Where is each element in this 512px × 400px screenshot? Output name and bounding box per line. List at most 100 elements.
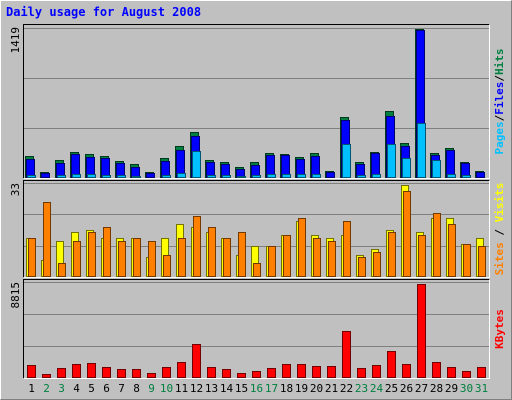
- chart-title: Daily usage for August 2008: [6, 5, 201, 19]
- bar-sites-day-5: [88, 232, 96, 277]
- x-tick-label-day-23: 23: [355, 382, 368, 395]
- bar-pages-day-23: [357, 175, 366, 178]
- bar-kbytes-day-7: [117, 369, 126, 378]
- bar-files-day-1: [26, 159, 35, 178]
- axis-label-part: Hits: [493, 49, 506, 76]
- bar-pages-day-10: [162, 175, 171, 178]
- panel-max-label: 1419: [9, 27, 22, 54]
- x-tick-label-day-4: 4: [73, 382, 80, 395]
- bar-sites-day-13: [208, 227, 216, 277]
- x-tick-label-day-2: 2: [43, 382, 50, 395]
- bar-sites-day-31: [478, 246, 486, 277]
- bar-pages-day-17: [267, 174, 276, 178]
- bar-sites-day-18: [283, 235, 291, 277]
- bar-kbytes-day-23: [357, 368, 366, 378]
- panel-border-shadow: [23, 24, 490, 179]
- x-tick-label-day-21: 21: [325, 382, 338, 395]
- bar-pages-day-19: [297, 174, 306, 178]
- panel-background: [24, 280, 489, 378]
- x-tick-label-day-15: 15: [235, 382, 248, 395]
- bar-pages-day-7: [117, 175, 126, 178]
- bar-kbytes-day-13: [207, 367, 216, 378]
- bar-pages-day-13: [207, 175, 216, 178]
- bar-pages-day-11: [177, 173, 186, 178]
- bar-files-day-9: [146, 173, 155, 178]
- panel-border-shadow: [23, 279, 490, 379]
- bar-kbytes-day-2: [42, 374, 51, 378]
- bar-kbytes-day-6: [102, 367, 111, 378]
- bar-kbytes-day-15: [237, 373, 246, 378]
- x-tick-label-day-26: 26: [400, 382, 413, 395]
- bar-sites-day-17: [268, 246, 276, 277]
- bar-pages-day-8: [132, 176, 141, 178]
- panel-axis-label: Pages/Files/Hits: [493, 49, 506, 155]
- bar-sites-day-10: [163, 255, 171, 277]
- bar-kbytes-day-3: [57, 368, 66, 378]
- bar-sites-day-28: [433, 213, 441, 277]
- bar-sites-day-12: [193, 216, 201, 277]
- bar-kbytes-day-28: [432, 362, 441, 378]
- panel-border-highlight: [23, 180, 490, 278]
- bar-kbytes-day-26: [402, 364, 411, 378]
- x-tick-label-day-18: 18: [280, 382, 293, 395]
- bar-pages-day-5: [87, 174, 96, 178]
- bar-kbytes-day-12: [192, 344, 201, 378]
- panel-border-highlight: [23, 279, 490, 379]
- x-tick-label-day-31: 31: [475, 382, 488, 395]
- x-tick-label-day-12: 12: [190, 382, 203, 395]
- bar-kbytes-day-22: [342, 331, 351, 378]
- bar-kbytes-day-18: [282, 364, 291, 378]
- x-tick-label-day-7: 7: [118, 382, 125, 395]
- bar-pages-day-22: [342, 144, 351, 178]
- axis-label-part: /: [493, 222, 506, 242]
- bar-sites-day-20: [313, 238, 321, 277]
- axis-label-part: Sites: [493, 242, 506, 275]
- x-axis-labels: 1 2 3 4 5 6 7 8 9 10 11 12 13 14 15 16 17 18 19 20 21 22 23 24 2…: [28, 382, 488, 395]
- axis-label-part: Files: [493, 82, 506, 115]
- bar-sites-day-25: [388, 232, 396, 277]
- x-tick-label-day-25: 25: [385, 382, 398, 395]
- bar-sites-day-21: [328, 241, 336, 277]
- x-tick-label-day-19: 19: [295, 382, 308, 395]
- bar-sites-day-7: [118, 241, 126, 277]
- panel-border-highlight: [23, 24, 490, 179]
- x-tick-label-day-13: 13: [205, 382, 218, 395]
- bar-pages-day-28: [432, 160, 441, 178]
- bar-sites-day-22: [343, 221, 351, 277]
- bar-sites-day-9: [148, 241, 156, 277]
- bar-kbytes-day-9: [147, 373, 156, 378]
- bar-kbytes-day-14: [222, 369, 231, 378]
- bar-sites-day-15: [238, 232, 246, 277]
- x-tick-label-day-5: 5: [88, 382, 95, 395]
- bar-sites-day-27: [418, 235, 426, 277]
- bar-kbytes-day-8: [132, 369, 141, 378]
- bar-kbytes-day-16: [252, 371, 261, 378]
- bar-sites-day-6: [103, 227, 111, 277]
- x-tick-label-day-29: 29: [445, 382, 458, 395]
- bar-pages-day-30: [462, 175, 471, 178]
- bar-kbytes-day-19: [297, 364, 306, 378]
- x-tick-label-day-28: 28: [430, 382, 443, 395]
- bar-kbytes-day-25: [387, 351, 396, 378]
- bar-pages-day-20: [312, 174, 321, 178]
- x-tick-label-day-10: 10: [160, 382, 173, 395]
- bar-kbytes-day-31: [477, 367, 486, 378]
- bar-pages-day-12: [192, 151, 201, 178]
- bar-sites-day-19: [298, 218, 306, 277]
- bar-files-day-29: [446, 150, 455, 178]
- panel-border-shadow: [23, 180, 490, 278]
- bar-pages-day-15: [237, 176, 246, 178]
- bar-kbytes-day-5: [87, 363, 96, 378]
- bar-kbytes-day-27: [417, 284, 426, 378]
- bar-pages-day-24: [372, 174, 381, 178]
- bar-files-day-31: [476, 172, 485, 178]
- bar-sites-day-4: [73, 241, 81, 277]
- x-tick-label-day-8: 8: [133, 382, 140, 395]
- panel-max-label: 33: [9, 183, 22, 196]
- bar-sites-day-2: [43, 202, 51, 277]
- axis-label-part: Visits: [493, 183, 506, 223]
- bar-sites-day-11: [178, 238, 186, 277]
- panel-kbytes: 8815 KBytes: [9, 279, 506, 379]
- panel-visits-sites: 33 Sites / Visits: [9, 180, 506, 278]
